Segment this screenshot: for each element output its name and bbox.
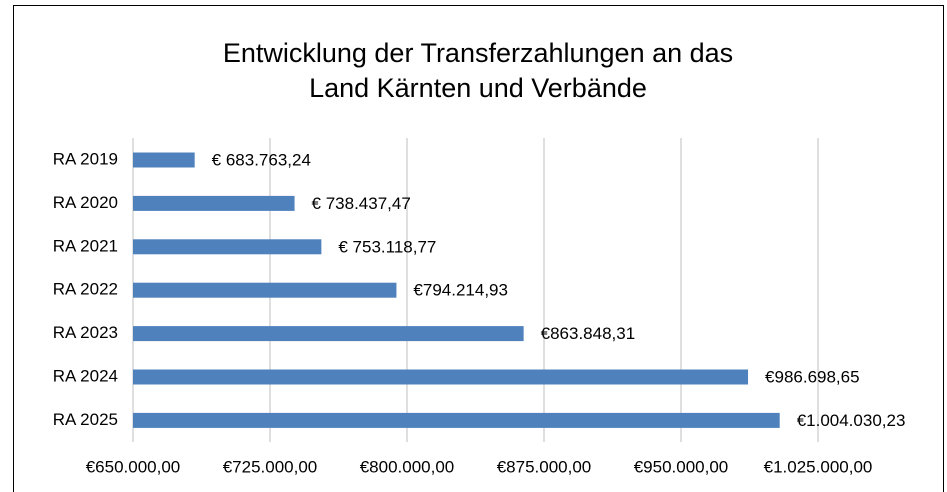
y-tick-label: RA 2020: [53, 193, 118, 212]
x-tick-label: €725.000,00: [223, 457, 318, 476]
value-label: €794.214,93: [413, 281, 508, 300]
bar: [133, 282, 397, 298]
x-tick-label: €875.000,00: [497, 457, 592, 476]
value-label: € 753.118,77: [338, 237, 436, 256]
bar: [133, 152, 195, 168]
x-tick-label: €950.000,00: [634, 457, 729, 476]
y-tick-label: RA 2024: [53, 366, 118, 385]
value-label: € 683.763,24: [212, 150, 311, 169]
value-label: €986.698,65: [765, 367, 860, 386]
chart-title-line: Land Kärnten und Verbände: [309, 73, 647, 103]
y-tick-label: RA 2019: [53, 149, 118, 168]
value-label: €863.848,31: [541, 324, 636, 343]
value-label: €1.004.030,23: [797, 411, 906, 430]
x-tick-label: €1.025.000,00: [764, 457, 873, 476]
y-tick-label: RA 2021: [53, 236, 118, 255]
bar: [133, 326, 524, 342]
chart-title-line: Entwicklung der Transferzahlungen an das: [223, 38, 733, 68]
y-tick-label: RA 2025: [53, 410, 118, 429]
bar: [133, 195, 295, 211]
x-tick-label: €650.000,00: [86, 457, 181, 476]
y-tick-label: RA 2023: [53, 323, 118, 342]
x-tick-label: €800.000,00: [360, 457, 455, 476]
y-tick-label: RA 2022: [53, 280, 118, 299]
bar: [133, 369, 749, 385]
bar: [133, 239, 322, 255]
value-label: € 738.437,47: [312, 194, 411, 213]
bar: [133, 412, 780, 428]
